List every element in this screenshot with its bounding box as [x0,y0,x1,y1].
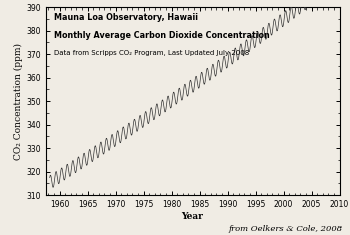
Text: Monthly Average Carbon Dioxide Concentration: Monthly Average Carbon Dioxide Concentra… [54,31,270,40]
Text: Mauna Loa Observatory, Hawaii: Mauna Loa Observatory, Hawaii [54,13,198,22]
X-axis label: Year: Year [182,212,203,221]
Text: Data from Scripps CO₂ Program, Last Updated July 2008: Data from Scripps CO₂ Program, Last Upda… [54,50,250,56]
Text: from Oelkers & Cole, 2008: from Oelkers & Cole, 2008 [229,225,343,233]
Y-axis label: CO₂ Concentration (ppm): CO₂ Concentration (ppm) [14,43,23,160]
